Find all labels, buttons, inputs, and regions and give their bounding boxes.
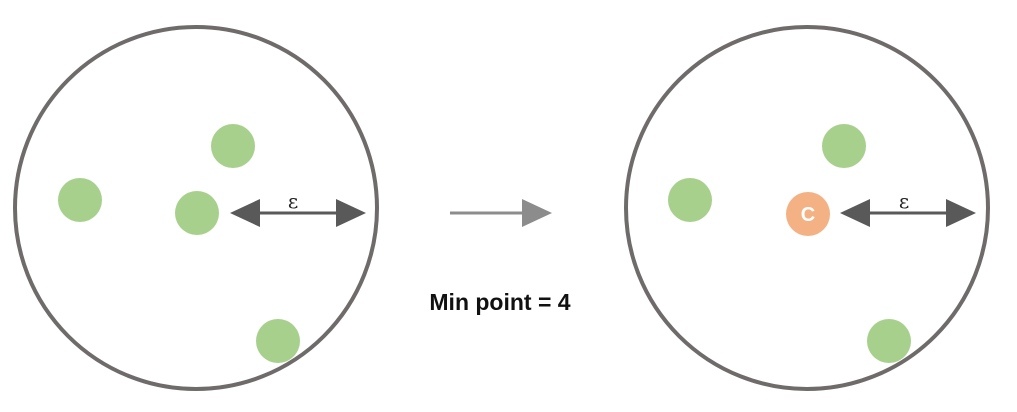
- left-point-bottom: [256, 319, 300, 363]
- right-neighborhood-circle: [624, 25, 990, 391]
- left-neighborhood-circle: [13, 25, 379, 391]
- right-epsilon-arrow: [840, 199, 976, 227]
- core-point-label: C: [801, 204, 815, 226]
- left-point-top: [211, 124, 255, 168]
- right-point-bottom: [867, 319, 911, 363]
- right-epsilon-label: ε: [899, 189, 909, 213]
- left-point-left: [58, 178, 102, 222]
- right-core-point: [786, 192, 830, 236]
- left-panel: ε: [13, 25, 379, 391]
- min-point-label: Min point = 4: [429, 289, 570, 315]
- left-point-center: [175, 191, 219, 235]
- right-panel: C ε: [624, 25, 990, 391]
- right-point-left: [668, 178, 712, 222]
- left-epsilon-label: ε: [288, 189, 298, 213]
- left-epsilon-arrow: [230, 199, 366, 227]
- right-point-top: [822, 124, 866, 168]
- transition-arrow: [450, 199, 552, 227]
